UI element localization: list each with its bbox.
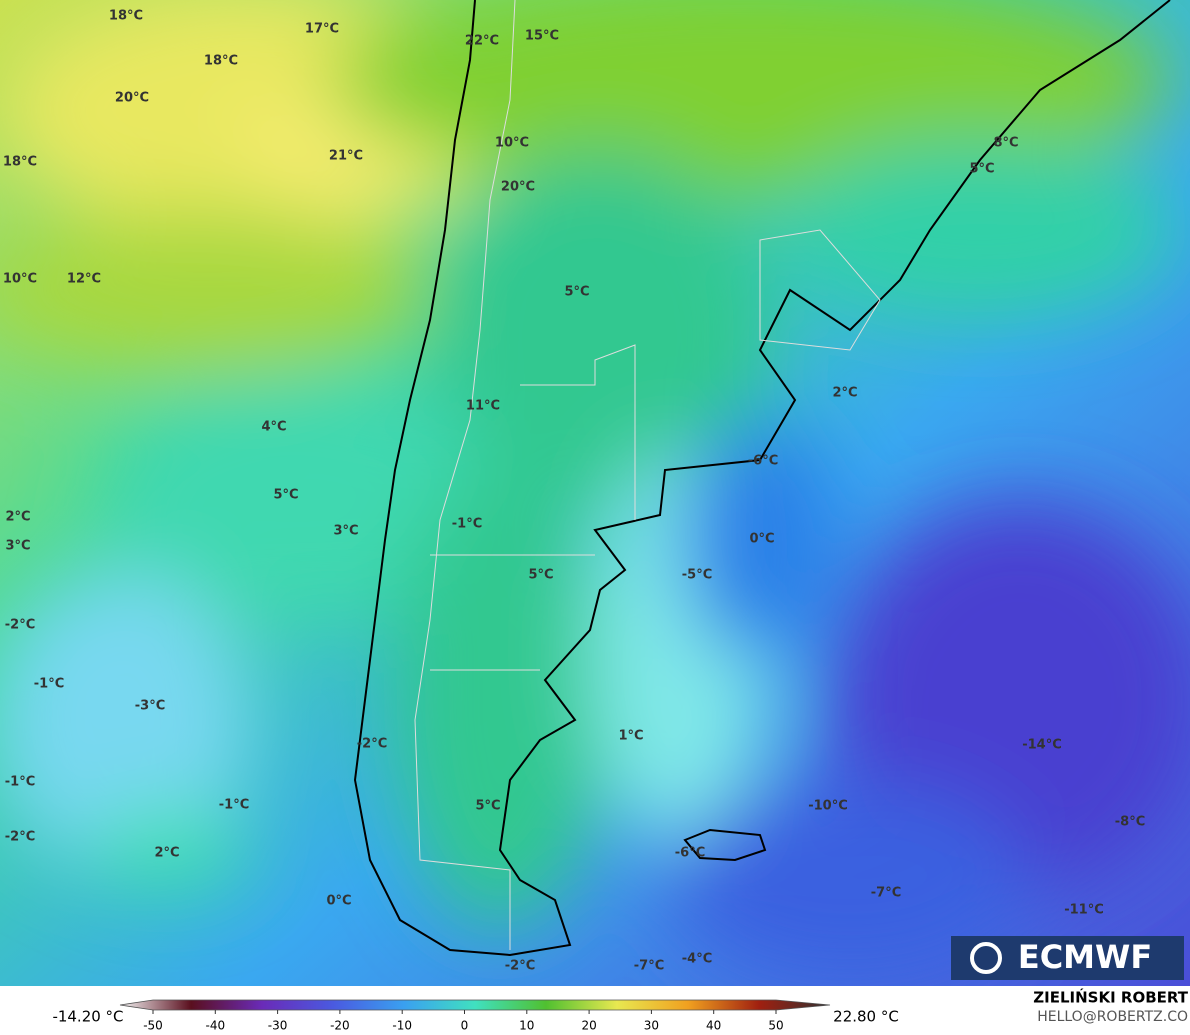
temp-label: 11°C (466, 399, 500, 414)
borders (414, 0, 881, 950)
temp-label: 3°C (5, 539, 30, 554)
temp-label: -11°C (1064, 903, 1104, 918)
colorbar: -50 -40 -30 -20 -10 0 10 20 30 40 50 (119, 999, 831, 1033)
temp-label: 20°C (115, 91, 149, 106)
temp-label: -14°C (1022, 738, 1062, 753)
colorbar-body (119, 999, 831, 1011)
colorbar-max: 22.80 °C (833, 1008, 899, 1026)
falklands (683, 828, 767, 862)
colorbar-tick-label: 50 (768, 1019, 783, 1033)
temperature-field (0, 0, 1190, 986)
temp-label: -2°C (5, 618, 35, 633)
colorbar-tick-label: -10 (392, 1019, 412, 1033)
temp-label: -8°C (1115, 815, 1145, 830)
temp-label: 22°C (465, 34, 499, 49)
temp-label: 5°C (475, 799, 500, 814)
colorbar-tick-label: 40 (706, 1019, 721, 1033)
temp-label: -2°C (5, 830, 35, 845)
temp-label: 18°C (3, 155, 37, 170)
temp-label: 5°C (273, 488, 298, 503)
temp-label: 2°C (5, 510, 30, 525)
temp-label: -4°C (682, 952, 712, 967)
temp-label: 18°C (109, 9, 143, 24)
temp-label: 3°C (333, 524, 358, 539)
temp-label: 0°C (749, 532, 774, 547)
temp-label: 12°C (67, 272, 101, 287)
colorbar-tick-label: 20 (581, 1019, 596, 1033)
colorbar-tick-label: -30 (268, 1019, 288, 1033)
temp-label: -1°C (219, 798, 249, 813)
colorbar-min: -14.20 °C (52, 1008, 123, 1026)
logo-box: ECMWF (951, 936, 1184, 980)
credit-email: HELLO@ROBERTZ.CO (1037, 1009, 1188, 1025)
temp-label: -1°C (5, 775, 35, 790)
temp-label: 2°C (832, 386, 857, 401)
temp-label: -10°C (808, 799, 848, 814)
temp-label: 10°C (495, 136, 529, 151)
logo-text: ECMWF (1018, 938, 1152, 976)
colorbar-tick-label: -20 (330, 1019, 350, 1033)
temp-label: -1°C (34, 677, 64, 692)
colorbar-tick-label: 30 (644, 1019, 659, 1033)
temp-label: -2°C (357, 737, 387, 752)
temp-label: 2°C (154, 846, 179, 861)
temp-label: 5°C (969, 162, 994, 177)
temp-label: 15°C (525, 29, 559, 44)
temp-label: 17°C (305, 22, 339, 37)
credit-name: ZIELIŃSKI ROBERT (1033, 988, 1188, 1007)
temperature-labels: 18°C 17°C 22°C 15°C 18°C 20°C 21°C 18°C 10°C 8°C 5… (3, 9, 1145, 974)
colorbar-tick-label: 10 (519, 1019, 534, 1033)
temp-label: 21°C (329, 149, 363, 164)
temp-label: -3°C (135, 699, 165, 714)
temp-label: -6°C (748, 454, 778, 469)
temp-label: -6°C (675, 846, 705, 861)
temp-label: 20°C (501, 180, 535, 195)
coastline (353, 0, 1171, 957)
colorbar-tick-label: -40 (205, 1019, 225, 1033)
temp-label: -2°C (505, 959, 535, 974)
temp-label: 8°C (993, 136, 1018, 151)
temp-label: -5°C (682, 568, 712, 583)
temp-label: 18°C (204, 54, 238, 69)
temp-label: 5°C (564, 285, 589, 300)
temp-label: 10°C (3, 272, 37, 287)
temp-label: -7°C (871, 886, 901, 901)
temp-label: 0°C (326, 894, 351, 909)
colorbar-tick-label: 0 (461, 1019, 469, 1033)
colorbar-tick-label: -50 (143, 1019, 163, 1033)
temp-label: 4°C (261, 420, 286, 435)
temp-label: 5°C (528, 568, 553, 583)
temp-label: 1°C (618, 729, 643, 744)
temp-label: -7°C (634, 959, 664, 974)
temp-label: -1°C (452, 517, 482, 532)
